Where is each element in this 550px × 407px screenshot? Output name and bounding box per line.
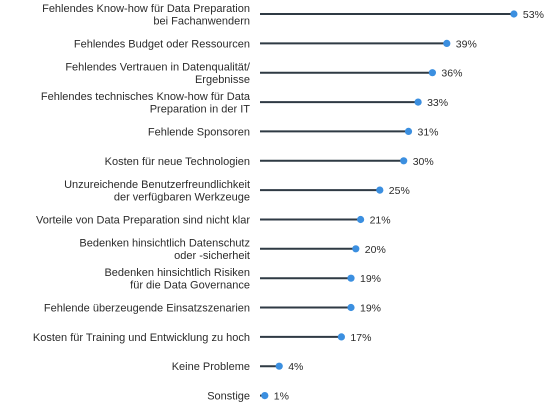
category-label: Bedenken hinsichtlich Datenschutz oder -s… xyxy=(79,238,250,263)
bar-dot xyxy=(510,10,518,18)
category-label: Fehlendes Vertrauen in Datenqualität/Erg… xyxy=(65,62,251,87)
chart-row: Fehlende überzeugende Einsatzszenarien 19… xyxy=(44,303,381,315)
bar-dot xyxy=(347,274,355,282)
chart-row: Keine Probleme 4% xyxy=(172,361,304,373)
chart-row: Sonstige 1% xyxy=(207,391,289,403)
bar-dot xyxy=(347,303,355,312)
bar-dot xyxy=(428,69,436,77)
value-label: 25% xyxy=(389,185,410,197)
chart-row: Bedenken hinsichtlich Datenschutz oder -s… xyxy=(79,238,385,263)
chart-row: Vorteile von Data Preparation sind nicht… xyxy=(36,215,391,227)
chart-row: Kosten für Training und Entwicklung zu h… xyxy=(33,332,371,344)
bar-dot xyxy=(357,215,365,224)
value-label: 39% xyxy=(456,38,477,50)
category-label: Fehlendes Budget oder Ressourcen xyxy=(74,38,250,50)
chart-row: Fehlende Sponsoren 31% xyxy=(148,126,439,138)
category-label: Vorteile von Data Preparation sind nicht… xyxy=(36,215,250,227)
category-label: Keine Probleme xyxy=(172,361,250,373)
bar-dot xyxy=(414,98,422,106)
bar-dot xyxy=(443,39,451,48)
value-label: 4% xyxy=(288,361,303,373)
category-label: Fehlendes Know-how für Data Preparation b… xyxy=(42,3,250,28)
value-label: 17% xyxy=(350,332,371,344)
bar-dot xyxy=(275,362,283,370)
value-label: 36% xyxy=(441,68,462,80)
chart-row: Kosten für neue Technologien 30% xyxy=(105,156,434,168)
category-label: Kosten für Training und Entwicklung zu h… xyxy=(33,332,250,344)
bar-dot xyxy=(337,333,345,341)
chart-row: Fehlendes Vertrauen in Datenqualität/Erg… xyxy=(65,62,462,87)
category-label: Kosten für neue Technologien xyxy=(105,156,250,168)
value-label: 1% xyxy=(274,391,289,403)
value-label: 33% xyxy=(427,97,448,109)
value-label: 19% xyxy=(360,303,381,315)
value-label: 30% xyxy=(413,156,434,168)
bar-dot xyxy=(261,392,269,400)
value-label: 20% xyxy=(365,244,386,256)
category-label: Fehlende Sponsoren xyxy=(148,126,250,138)
category-label: Fehlende überzeugende Einsatzszenarien xyxy=(44,303,250,315)
chart-row: Fehlendes technisches Know-how für Data P… xyxy=(41,91,448,116)
chart-row: Fehlendes Know-how für Data Preparation b… xyxy=(42,3,544,28)
value-label: 21% xyxy=(370,215,391,227)
bar-dot xyxy=(400,157,408,165)
bar-dot xyxy=(404,127,413,135)
value-label: 53% xyxy=(523,9,544,21)
category-label: Bedenken hinsichtlich Risiken für die Dat… xyxy=(104,267,250,292)
value-label: 19% xyxy=(360,273,381,285)
chart-row: Bedenken hinsichtlich Risiken für die Dat… xyxy=(104,267,381,292)
category-label: Unzureichende Benutzerfreundlichkeit der … xyxy=(64,179,250,204)
bar-dot xyxy=(376,186,384,194)
category-label: Fehlendes technisches Know-how für Data P… xyxy=(41,91,251,116)
chart-row: Unzureichende Benutzerfreundlichkeit der … xyxy=(64,179,410,204)
value-label: 31% xyxy=(418,126,439,138)
bar-dot xyxy=(352,245,360,253)
chart-row: Fehlendes Budget oder Ressourcen 39% xyxy=(74,38,477,50)
category-label: Sonstige xyxy=(207,391,250,403)
